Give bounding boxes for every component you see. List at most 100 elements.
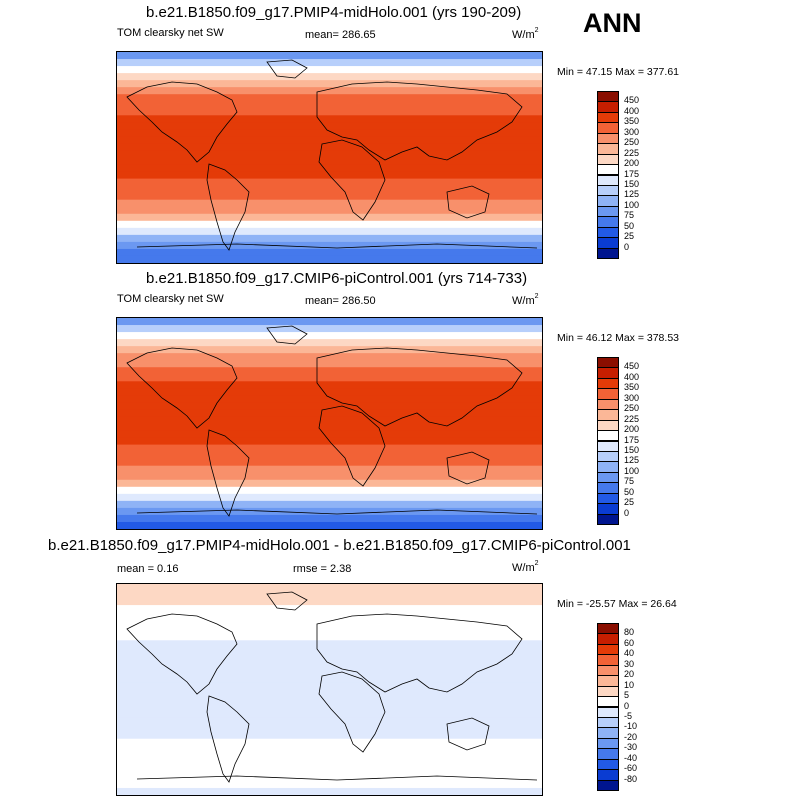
colorbar-tick-label: 80 xyxy=(624,627,635,638)
latitude-band xyxy=(117,661,542,669)
panel-2-units: W/m2 xyxy=(512,293,539,307)
colorbar-tick-label: 0 xyxy=(624,241,630,252)
latitude-band xyxy=(117,178,542,187)
latitude-band xyxy=(117,136,542,145)
latitude-band xyxy=(117,647,542,655)
colorbar-tick-label: 175 xyxy=(624,434,640,445)
latitude-band xyxy=(117,689,542,698)
latitude-band xyxy=(117,479,542,488)
panel-2-colorbar: 450 400 350 300 250 225 200 175 150 125 100 75 50 25 0 xyxy=(597,357,657,525)
latitude-band xyxy=(117,52,542,60)
latitude-band xyxy=(117,514,542,523)
colorbar-tick-label: 450 xyxy=(624,95,640,106)
colorbar-tick-label: 60 xyxy=(624,637,635,648)
colorbar-tick-label: 25 xyxy=(624,497,635,508)
latitude-band xyxy=(117,339,542,347)
panel-1-units-text: W/m xyxy=(512,29,535,41)
latitude-band xyxy=(117,150,542,159)
colorbar-tick-label: 225 xyxy=(624,413,640,424)
colorbar-tick-label: -10 xyxy=(624,721,638,732)
latitude-band xyxy=(117,738,542,747)
colorbar-tick-label: 450 xyxy=(624,361,640,372)
latitude-band xyxy=(117,395,542,403)
coastline xyxy=(446,451,490,485)
latitude-band xyxy=(117,584,542,592)
colorbar-tick-label: 400 xyxy=(624,105,640,116)
colorbar-tick-label: 50 xyxy=(624,220,635,231)
colorbar-tick-label: 0 xyxy=(624,700,630,711)
colorbar-tick-label: 125 xyxy=(624,189,640,200)
panel-2-field-label: TOM clearsky net SW xyxy=(117,293,224,305)
coastline xyxy=(126,81,238,163)
latitude-band xyxy=(117,696,542,705)
latitude-band xyxy=(117,346,542,354)
latitude-band xyxy=(117,115,542,123)
latitude-band xyxy=(117,612,542,620)
latitude-band xyxy=(117,234,542,243)
coastline xyxy=(266,59,308,79)
latitude-band xyxy=(117,108,542,116)
colorbar-tick-label: -30 xyxy=(624,742,638,753)
latitude-band xyxy=(117,143,542,152)
latitude-band xyxy=(117,213,542,222)
latitude-band xyxy=(117,780,542,789)
colorbar-tick-label: 20 xyxy=(624,669,635,680)
latitude-band xyxy=(117,325,542,333)
colorbar-tick-label: 100 xyxy=(624,199,640,210)
latitude-band xyxy=(117,241,542,250)
coastline xyxy=(318,405,386,487)
colorbar-swatch xyxy=(597,779,619,791)
colorbar-tick-label: 75 xyxy=(624,210,635,221)
panel-1-units: W/m2 xyxy=(512,27,539,41)
panel-2-units-sup: 2 xyxy=(534,293,539,300)
panel-1-colorbar: 450 400 350 300 250 225 200 175 150 125 100 75 50 25 0 xyxy=(597,91,657,259)
panel-3-title: b.e21.B1850.f09_g17.PMIP4-midHolo.001 - … xyxy=(48,537,631,554)
coastline xyxy=(206,429,250,517)
latitude-band xyxy=(117,759,542,768)
latitude-band xyxy=(117,87,542,95)
coastline xyxy=(316,347,523,427)
latitude-band xyxy=(117,605,542,613)
latitude-band xyxy=(117,724,542,733)
latitude-band xyxy=(117,717,542,726)
latitude-band xyxy=(117,353,542,361)
colorbar-tick-label: 300 xyxy=(624,392,640,403)
latitude-band xyxy=(117,248,542,257)
latitude-band xyxy=(117,157,542,166)
latitude-band xyxy=(117,227,542,236)
colorbar-tick-label: 225 xyxy=(624,147,640,158)
panel-2-title: b.e21.B1850.f09_g17.CMIP6-piControl.001 … xyxy=(146,270,528,287)
panel-3-minmax: Min = -25.57 Max = 26.64 xyxy=(557,598,677,610)
panel-1-minmax: Min = 47.15 Max = 377.61 xyxy=(557,66,679,78)
latitude-band xyxy=(117,388,542,396)
latitude-band xyxy=(117,409,542,418)
colorbar-tick-label: 150 xyxy=(624,178,640,189)
latitude-band xyxy=(117,59,542,67)
coastline xyxy=(446,185,490,219)
colorbar-tick-label: 25 xyxy=(624,231,635,242)
colorbar-tick-label: -60 xyxy=(624,763,638,774)
latitude-band xyxy=(117,451,542,460)
colorbar-tick-label: -40 xyxy=(624,752,638,763)
colorbar-tick-label: 5 xyxy=(624,690,630,701)
panel-2-mean-label: mean= 286.50 xyxy=(305,295,376,307)
coastline xyxy=(318,671,386,753)
latitude-band xyxy=(117,458,542,467)
colorbar-tick-label: 200 xyxy=(624,158,640,169)
panel-3-units-text: W/m xyxy=(512,562,535,574)
map-field xyxy=(117,584,542,795)
colorbar-tick-label: 350 xyxy=(624,382,640,393)
coastline xyxy=(316,613,523,693)
coastline xyxy=(206,695,250,783)
panel-3-colorbar: 80 60 40 30 20 10 5 0 -5 -10 -20 -30 -40 -60 -80 xyxy=(597,623,657,791)
latitude-band xyxy=(117,745,542,754)
colorbar-tick-label: 350 xyxy=(624,116,640,127)
latitude-band xyxy=(117,206,542,215)
latitude-band xyxy=(117,402,542,411)
latitude-band xyxy=(117,374,542,382)
latitude-band xyxy=(117,773,542,782)
latitude-band xyxy=(117,318,542,326)
latitude-band xyxy=(117,255,542,263)
latitude-band xyxy=(117,367,542,375)
panel-1-field-label: TOM clearsky net SW xyxy=(117,27,224,39)
